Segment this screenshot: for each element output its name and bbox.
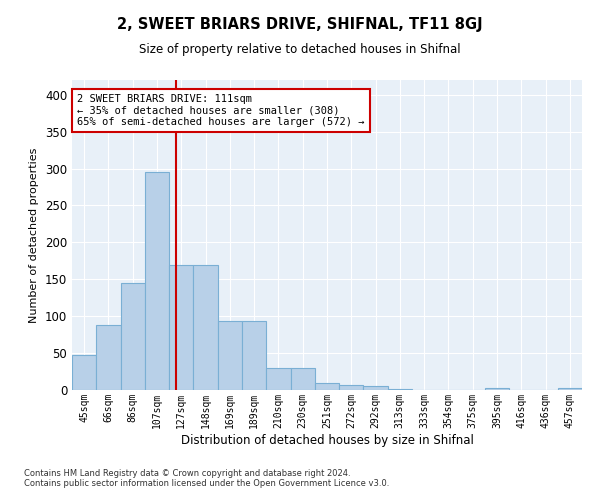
Bar <box>315 382 339 390</box>
Bar <box>121 283 145 390</box>
Bar <box>290 368 315 390</box>
Bar <box>364 386 388 390</box>
Bar <box>242 322 266 390</box>
Bar <box>485 388 509 390</box>
Bar <box>96 325 121 390</box>
Bar <box>218 322 242 390</box>
Text: 2, SWEET BRIARS DRIVE, SHIFNAL, TF11 8GJ: 2, SWEET BRIARS DRIVE, SHIFNAL, TF11 8GJ <box>117 18 483 32</box>
Bar <box>339 385 364 390</box>
Bar <box>169 264 193 390</box>
Bar <box>72 356 96 390</box>
Text: Contains public sector information licensed under the Open Government Licence v3: Contains public sector information licen… <box>24 479 389 488</box>
Text: Size of property relative to detached houses in Shifnal: Size of property relative to detached ho… <box>139 42 461 56</box>
X-axis label: Distribution of detached houses by size in Shifnal: Distribution of detached houses by size … <box>181 434 473 446</box>
Bar <box>558 388 582 390</box>
Bar <box>388 388 412 390</box>
Y-axis label: Number of detached properties: Number of detached properties <box>29 148 40 322</box>
Text: 2 SWEET BRIARS DRIVE: 111sqm
← 35% of detached houses are smaller (308)
65% of s: 2 SWEET BRIARS DRIVE: 111sqm ← 35% of de… <box>77 94 365 127</box>
Bar <box>266 368 290 390</box>
Bar <box>193 264 218 390</box>
Bar <box>145 172 169 390</box>
Text: Contains HM Land Registry data © Crown copyright and database right 2024.: Contains HM Land Registry data © Crown c… <box>24 469 350 478</box>
